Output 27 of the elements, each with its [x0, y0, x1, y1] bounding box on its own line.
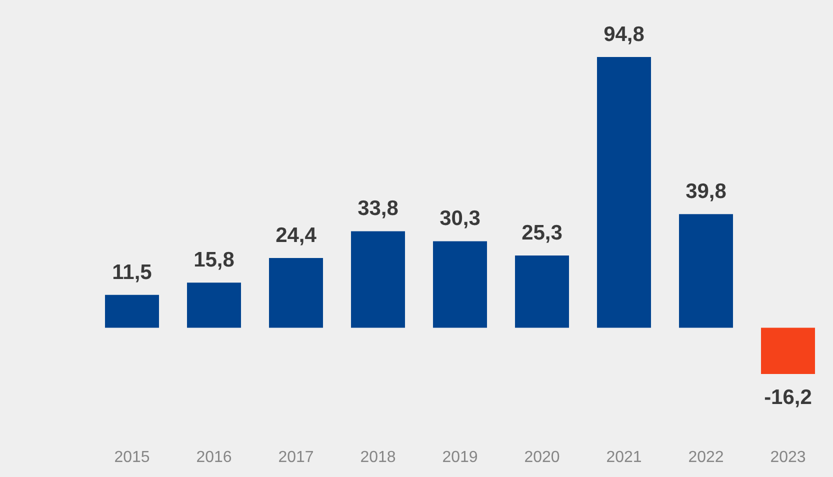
data-label: 94,8	[604, 23, 645, 46]
bar	[105, 294, 159, 328]
bar	[679, 214, 733, 328]
data-label: -16,2	[764, 386, 812, 409]
x-tick-label: 2020	[524, 449, 560, 466]
bar	[515, 255, 569, 328]
x-tick-label: 2022	[688, 449, 724, 466]
bar	[597, 57, 651, 328]
bar	[433, 241, 487, 328]
data-label: 33,8	[358, 197, 399, 220]
bar	[761, 328, 815, 374]
bar	[269, 258, 323, 328]
data-label: 24,4	[276, 224, 317, 248]
data-label: 25,3	[522, 221, 562, 244]
x-tick-label: 2016	[196, 449, 232, 466]
x-tick-label: 2023	[770, 449, 806, 466]
x-tick-label: 2019	[442, 449, 478, 466]
x-tick-label: 2017	[278, 449, 314, 466]
data-label: 11,5	[112, 260, 152, 284]
x-tick-label: 2018	[360, 449, 396, 466]
bar	[351, 231, 405, 328]
data-label: 30,3	[440, 207, 480, 230]
x-tick-label: 2015	[114, 449, 150, 466]
data-label: 15,8	[194, 248, 235, 272]
data-label: 39,8	[686, 180, 727, 204]
x-tick-label: 2021	[606, 449, 642, 466]
bar	[187, 282, 241, 328]
